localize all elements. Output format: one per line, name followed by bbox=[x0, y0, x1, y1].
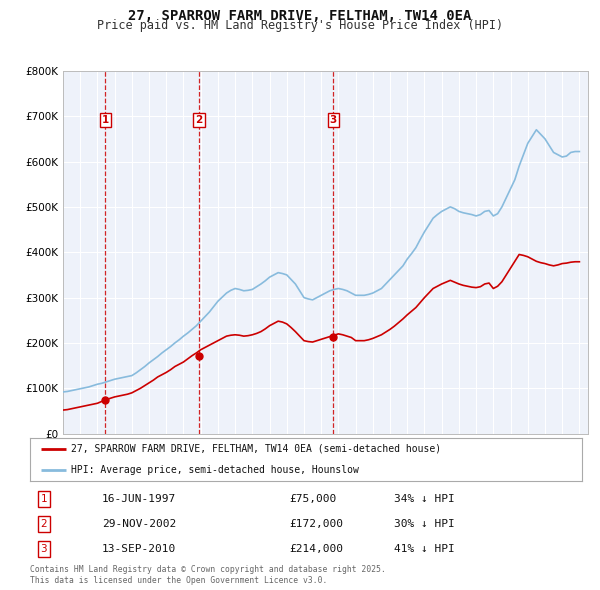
Text: £172,000: £172,000 bbox=[289, 519, 343, 529]
Text: 1: 1 bbox=[102, 115, 109, 124]
Text: 41% ↓ HPI: 41% ↓ HPI bbox=[394, 545, 455, 555]
Text: 27, SPARROW FARM DRIVE, FELTHAM, TW14 0EA (semi-detached house): 27, SPARROW FARM DRIVE, FELTHAM, TW14 0E… bbox=[71, 444, 442, 454]
Text: Contains HM Land Registry data © Crown copyright and database right 2025.
This d: Contains HM Land Registry data © Crown c… bbox=[30, 565, 386, 585]
Text: 30% ↓ HPI: 30% ↓ HPI bbox=[394, 519, 455, 529]
Text: 2: 2 bbox=[40, 519, 47, 529]
Text: 34% ↓ HPI: 34% ↓ HPI bbox=[394, 494, 455, 504]
Text: 3: 3 bbox=[40, 545, 47, 555]
Text: 3: 3 bbox=[329, 115, 337, 124]
Text: 1: 1 bbox=[40, 494, 47, 504]
Text: 29-NOV-2002: 29-NOV-2002 bbox=[102, 519, 176, 529]
Text: 16-JUN-1997: 16-JUN-1997 bbox=[102, 494, 176, 504]
Text: 2: 2 bbox=[196, 115, 203, 124]
Text: £214,000: £214,000 bbox=[289, 545, 343, 555]
Text: HPI: Average price, semi-detached house, Hounslow: HPI: Average price, semi-detached house,… bbox=[71, 466, 359, 475]
Text: 27, SPARROW FARM DRIVE, FELTHAM, TW14 0EA: 27, SPARROW FARM DRIVE, FELTHAM, TW14 0E… bbox=[128, 9, 472, 23]
Text: £75,000: £75,000 bbox=[289, 494, 337, 504]
Text: 13-SEP-2010: 13-SEP-2010 bbox=[102, 545, 176, 555]
Text: Price paid vs. HM Land Registry's House Price Index (HPI): Price paid vs. HM Land Registry's House … bbox=[97, 19, 503, 32]
